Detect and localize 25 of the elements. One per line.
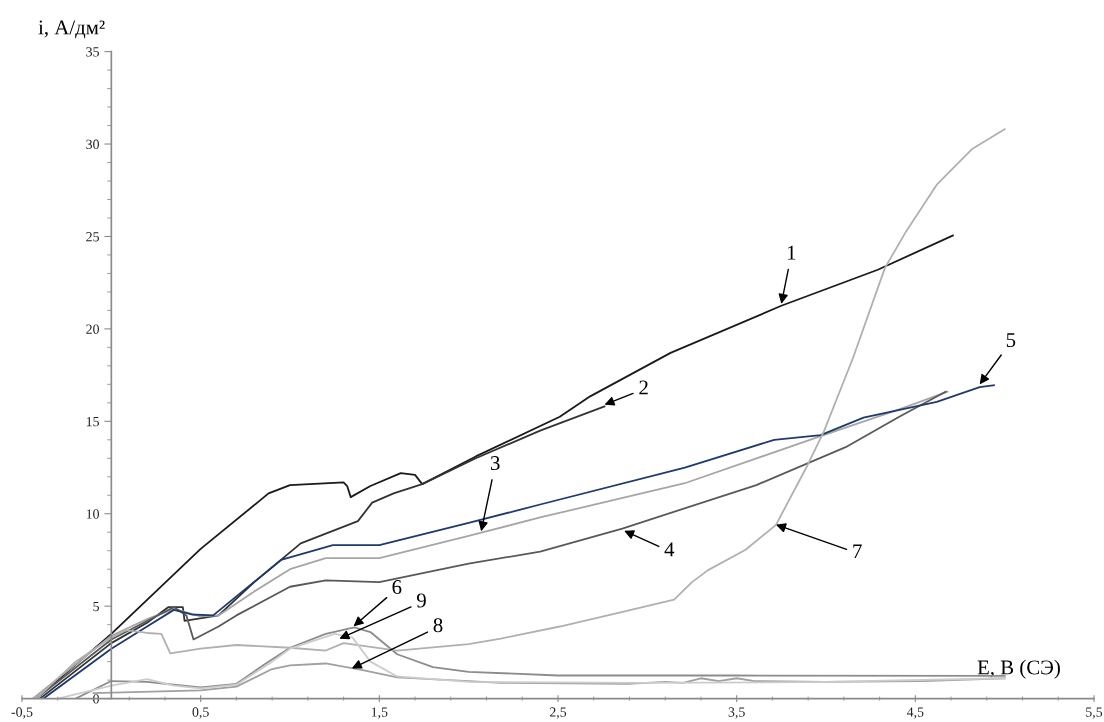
y-tick-label: 5 [93, 601, 99, 612]
x-tick-label: 0,5 [192, 707, 209, 719]
y-tick-label: 30 [86, 139, 99, 149]
y-tick-label: 25 [86, 232, 99, 242]
x-axis-title: E, В (СЭ) [977, 659, 1060, 679]
y-axis-title: i, А/дм² [38, 20, 105, 39]
annotation: 9 [416, 593, 426, 608]
y-tick-label: 20 [86, 324, 99, 334]
annotation: 7 [853, 544, 862, 559]
x-tick-label: 2,5 [549, 707, 567, 719]
annotation: 3 [490, 456, 500, 471]
x-tick-label: 1,5 [371, 707, 388, 719]
y-tick-label: 10 [86, 509, 99, 519]
annotation: 2 [639, 380, 648, 395]
x-tick-label: 3,5 [728, 707, 745, 719]
x-tick-label: 5,5 [1086, 707, 1103, 719]
annotation: 6 [392, 580, 402, 595]
x-tick-label: -0,5 [11, 707, 33, 719]
x-tick-label: 4,5 [906, 707, 924, 719]
y-tick-label: 35 [86, 47, 99, 57]
y-tick-label: 15 [86, 416, 99, 427]
annotation: 8 [433, 618, 443, 633]
annotation: 5 [1006, 333, 1016, 348]
annotation: 1 [787, 245, 796, 260]
annotation: 4 [664, 542, 675, 557]
